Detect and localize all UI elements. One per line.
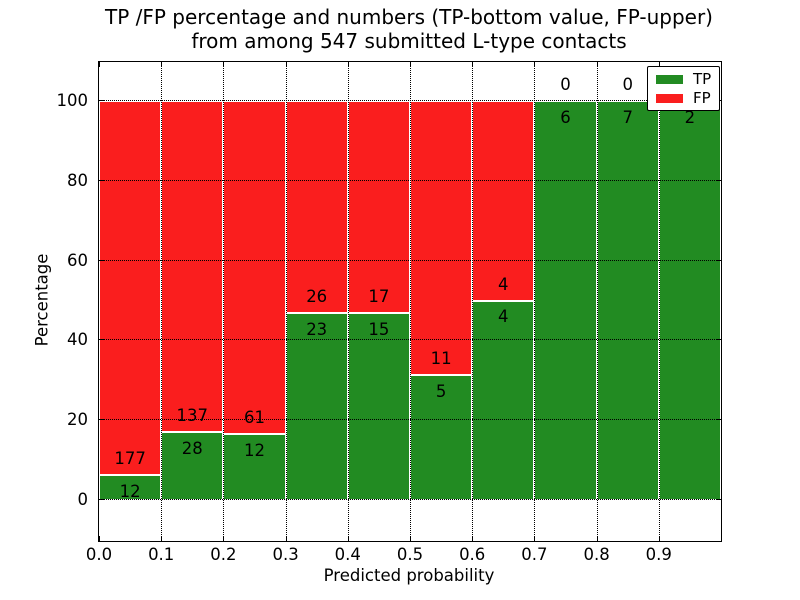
x-tick-mark xyxy=(410,62,411,67)
vertical-gridline xyxy=(534,62,536,541)
x-tick-mark xyxy=(347,536,349,541)
y-tick-mark xyxy=(716,179,721,181)
legend: TP FP xyxy=(647,66,721,111)
chart-title-line1: TP /FP percentage and numbers (TP-bottom… xyxy=(105,5,713,29)
tp-bar-segment xyxy=(534,101,597,500)
legend-item-tp: TP xyxy=(656,70,712,88)
x-tick-mark xyxy=(223,62,225,67)
y-tick-label: 40 xyxy=(67,330,88,350)
vertical-gridline xyxy=(658,62,660,541)
y-tick-mark xyxy=(99,419,104,421)
x-tick-mark xyxy=(285,62,287,67)
y-tick-label: 0 xyxy=(77,489,89,509)
y-tick-mark xyxy=(99,100,104,102)
fp-bar-segment xyxy=(161,101,224,433)
x-tick-mark xyxy=(658,62,660,67)
y-tick-label: 100 xyxy=(56,91,89,111)
x-tick-mark xyxy=(99,62,100,67)
legend-label: TP xyxy=(693,70,712,88)
x-tick-mark xyxy=(596,536,598,541)
tp-bar-segment xyxy=(223,434,286,500)
y-tick-mark xyxy=(716,339,721,341)
x-tick-label: 0.9 xyxy=(645,545,672,564)
x-tick-mark xyxy=(534,536,536,541)
tp-bar-segment xyxy=(161,432,224,500)
fp-bar-segment xyxy=(472,101,535,301)
x-tick-mark xyxy=(99,536,100,541)
fp-bar-segment xyxy=(347,101,410,313)
y-tick-label: 20 xyxy=(67,410,88,430)
x-tick-mark xyxy=(161,62,163,67)
tp-bar-segment xyxy=(658,101,721,500)
y-tick-label: 80 xyxy=(67,170,88,190)
y-tick-mark xyxy=(99,339,104,341)
vertical-gridline xyxy=(410,62,411,541)
x-tick-mark xyxy=(285,536,287,541)
chart-title-line2: from among 547 submitted L-type contacts xyxy=(191,29,627,53)
legend-label: FP xyxy=(693,89,711,107)
tp-bar-segment xyxy=(596,101,659,500)
x-tick-mark xyxy=(410,536,411,541)
tp-bar-segment xyxy=(347,312,410,500)
y-tick-mark xyxy=(99,498,104,500)
x-tick-label: 0.3 xyxy=(272,545,299,564)
y-tick-mark xyxy=(716,419,721,421)
x-tick-mark xyxy=(223,536,225,541)
fp-bar-segment xyxy=(410,101,473,376)
y-tick-mark xyxy=(716,498,721,500)
tp-bar-segment xyxy=(472,300,535,500)
y-tick-mark xyxy=(99,179,104,181)
fp-bar-segment xyxy=(285,101,348,313)
legend-swatch-fp-icon xyxy=(656,93,683,103)
tp-bar-segment xyxy=(410,375,473,500)
y-tick-mark xyxy=(99,259,104,261)
tp-bar-segment xyxy=(285,312,348,500)
tp-bar-segment xyxy=(99,474,162,500)
x-tick-label: 0.1 xyxy=(148,545,175,564)
plot-area: 177121372861122623171511544060702 xyxy=(98,61,722,542)
x-tick-label: 0.0 xyxy=(85,545,113,564)
fp-bar-segment xyxy=(223,101,286,435)
x-tick-label: 0.2 xyxy=(210,545,237,564)
x-tick-mark xyxy=(534,62,536,67)
vertical-gridline xyxy=(285,62,287,541)
x-tick-mark xyxy=(658,536,660,541)
x-tick-mark xyxy=(472,62,474,67)
fp-bar-segment xyxy=(99,101,162,475)
vertical-gridline xyxy=(161,62,163,541)
x-tick-label: 0.7 xyxy=(521,545,548,564)
x-tick-mark xyxy=(161,536,163,541)
vertical-gridline xyxy=(472,62,474,541)
x-tick-mark xyxy=(472,536,474,541)
x-tick-label: 0.5 xyxy=(396,545,424,564)
x-tick-label: 0.4 xyxy=(334,545,361,564)
vertical-gridline xyxy=(347,62,349,541)
y-tick-mark xyxy=(716,259,721,261)
legend-item-fp: FP xyxy=(656,89,711,107)
x-tick-label: 0.6 xyxy=(459,545,486,564)
y-tick-label: 60 xyxy=(67,250,88,270)
chart-title: TP /FP percentage and numbers (TP-bottom… xyxy=(98,5,720,53)
fp-count-label: 0 xyxy=(560,75,571,95)
vertical-gridline xyxy=(596,62,598,541)
vertical-gridline xyxy=(223,62,225,541)
x-axis-label: Predicted probability xyxy=(323,566,495,585)
x-tick-mark xyxy=(347,62,349,67)
legend-swatch-tp-icon xyxy=(656,74,683,84)
x-tick-label: 0.8 xyxy=(583,545,610,564)
x-tick-mark xyxy=(596,62,598,67)
